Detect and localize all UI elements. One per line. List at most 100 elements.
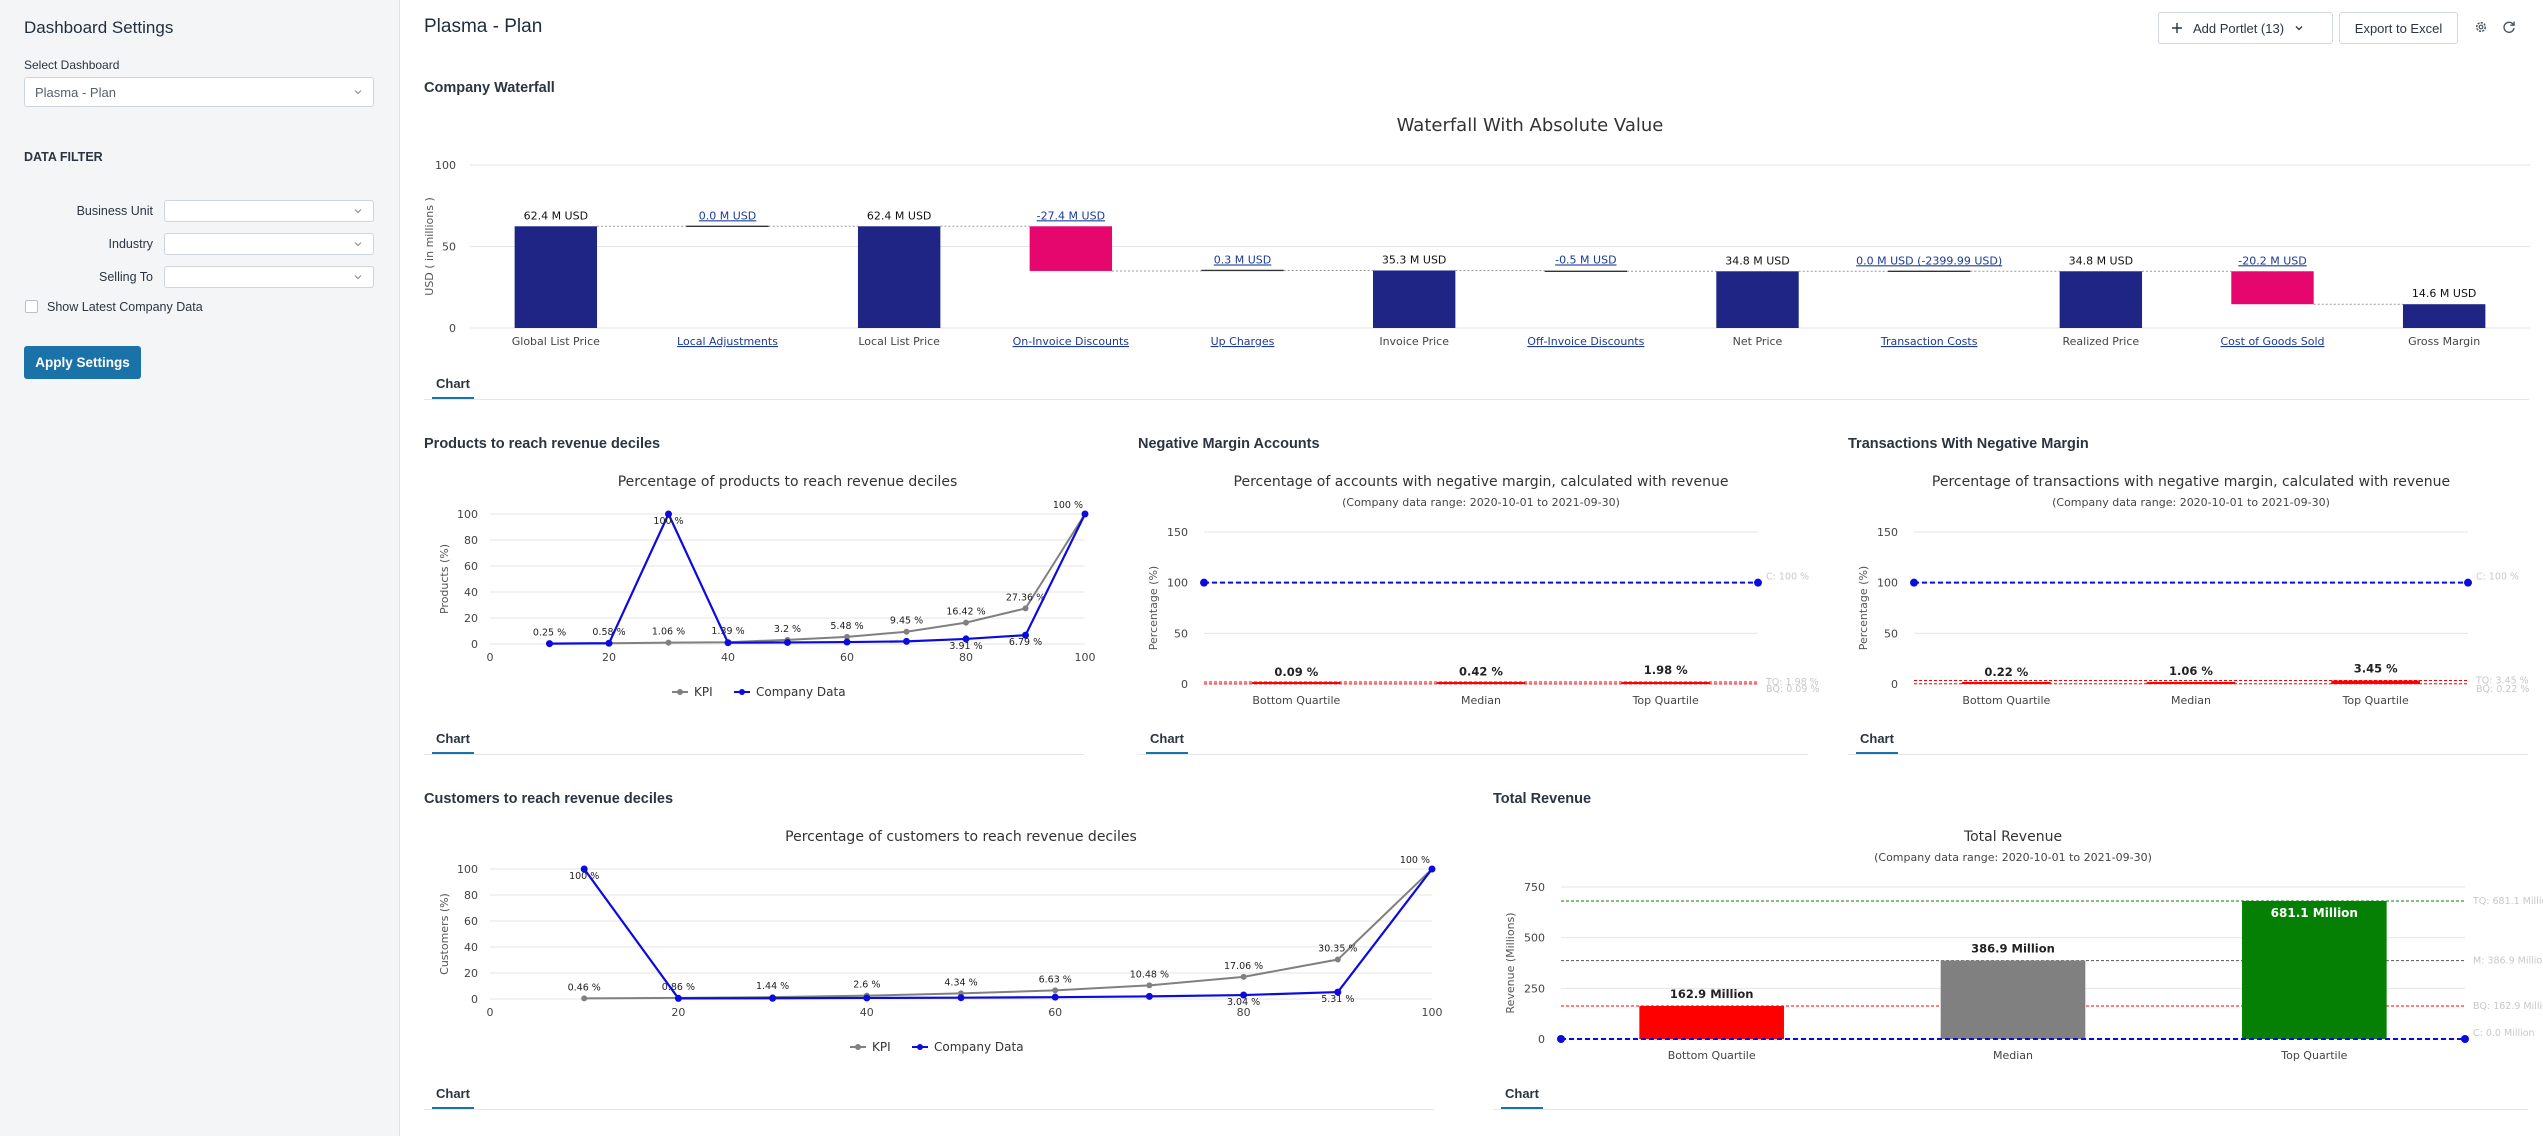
x-tick-label: Net Price <box>1733 335 1783 348</box>
data-point-company-data <box>863 994 871 1002</box>
benchmark-label-tq: TQ: 3.45 % <box>2475 676 2529 687</box>
plus-icon <box>2172 23 2182 33</box>
x-tick-label: Median <box>1993 1049 2033 1062</box>
company-line-label: C: 100 % <box>1766 572 1809 583</box>
data-label: 1.06 % <box>2169 664 2213 678</box>
data-label: 34.8 M USD <box>2069 254 2133 267</box>
customers-deciles-chart-tab[interactable]: Chart <box>432 1086 474 1109</box>
neg-margin-transactions-chart-tab[interactable]: Chart <box>1856 731 1898 754</box>
data-label: 5.48 % <box>830 621 863 632</box>
data-label: 1.06 % <box>652 627 685 638</box>
industry-select[interactable] <box>164 233 374 255</box>
neg-margin-accounts-title: Negative Margin Accounts <box>1138 436 1320 452</box>
data-label: 16.42 % <box>946 607 985 618</box>
selling-to-select[interactable] <box>164 266 374 288</box>
data-point-company-data <box>1051 993 1059 1001</box>
category-link: On-Invoice Discounts <box>1013 335 1130 348</box>
data-point-company-data <box>843 638 851 646</box>
data-point-company-data <box>1022 631 1029 639</box>
y-tick-label: 40 <box>464 941 478 954</box>
legend-company-marker <box>917 1044 923 1050</box>
data-point-company-data <box>724 639 732 647</box>
data-label: -20.2 M USD <box>2238 254 2306 267</box>
y-tick-label: 150 <box>1167 526 1188 539</box>
settings-sidebar: Dashboard Settings Select Dashboard Plas… <box>0 0 400 1136</box>
data-label: 0.0 M USD (-2399.99 USD) <box>1856 254 2002 267</box>
data-filter-heading: DATA FILTER <box>24 150 103 164</box>
x-tick-label: Realized Price <box>2063 335 2140 348</box>
y-tick-label: 50 <box>1174 627 1188 640</box>
y-tick-label: 250 <box>1524 982 1545 995</box>
products-deciles-chart-tab[interactable]: Chart <box>432 731 474 754</box>
y-tick-label: 100 <box>435 159 456 172</box>
y-tick-label: 100 <box>457 508 478 521</box>
data-label: 27.36 % <box>1006 592 1045 603</box>
data-point-kpi <box>1240 973 1247 980</box>
apply-settings-button[interactable]: Apply Settings <box>24 346 141 379</box>
benchmark-label-bq: BQ: 162.9 Million <box>2473 1001 2543 1012</box>
y-tick-label: 50 <box>1884 627 1898 640</box>
dashboard-select-value: Plasma - Plan <box>35 84 116 100</box>
data-point-company-data <box>1428 865 1436 873</box>
data-label: 100 % <box>569 871 599 882</box>
total-revenue-chart-tab[interactable]: Chart <box>1501 1086 1543 1109</box>
dashboard-main: Plasma - Plan Add Portlet (13) Export to… <box>400 0 2543 1136</box>
data-point-kpi <box>903 628 910 635</box>
data-point-company-data <box>1240 991 1248 999</box>
benchmark-label-median: M: 386.9 Million <box>2473 956 2543 967</box>
business-unit-select[interactable] <box>164 200 374 222</box>
company-line-marker <box>1200 578 1208 587</box>
show-latest-label: Show Latest Company Data <box>47 300 203 314</box>
y-axis-label: Products (%) <box>438 544 451 614</box>
waterfall-bar <box>2231 271 2314 305</box>
add-portlet-button[interactable]: Add Portlet (13) <box>2158 12 2333 44</box>
chart-title: Waterfall With Absolute Value <box>1397 115 1664 136</box>
waterfall-chart-tab[interactable]: Chart <box>432 376 474 399</box>
data-point-kpi <box>1334 956 1341 963</box>
data-bar <box>1962 682 2051 684</box>
data-label: 0.42 % <box>1459 665 1503 679</box>
data-bar <box>1639 1005 1784 1039</box>
show-latest-checkbox[interactable] <box>25 300 38 313</box>
company-line-marker <box>2464 578 2472 587</box>
y-tick-label: 40 <box>464 586 478 599</box>
page-title: Plasma - Plan <box>424 16 543 37</box>
dashboard-select[interactable]: Plasma - Plan <box>24 77 374 107</box>
refresh-button[interactable] <box>2498 16 2520 38</box>
data-label: 0.46 % <box>568 982 601 993</box>
benchmark-label-bq: BQ: 0.22 % <box>2476 684 2529 695</box>
export-excel-button[interactable]: Export to Excel <box>2339 12 2458 44</box>
tab-divider <box>424 1109 1434 1110</box>
x-tick-label: 0 <box>487 651 494 664</box>
category-link: Up Charges <box>1211 335 1275 348</box>
chevron-down-icon <box>2295 26 2303 31</box>
tab-divider <box>1493 1109 2528 1110</box>
settings-button[interactable] <box>2470 16 2492 38</box>
company-line-marker <box>1557 1035 1565 1043</box>
y-tick-label: 80 <box>464 534 478 547</box>
y-tick-label: 80 <box>464 889 478 902</box>
data-point-company-data <box>665 510 672 518</box>
chevron-down-icon <box>354 209 362 214</box>
data-label: 4.34 % <box>944 977 977 988</box>
chart-subtitle: (Company data range: 2020-10-01 to 2021-… <box>1874 851 2152 864</box>
company-line-marker <box>2461 1035 2469 1043</box>
waterfall-title: Company Waterfall <box>424 80 555 96</box>
data-label: 5.31 % <box>1321 994 1354 1005</box>
legend-company-marker <box>739 689 745 695</box>
tab-divider <box>1848 754 2528 755</box>
neg-margin-accounts-chart-tab[interactable]: Chart <box>1146 731 1188 754</box>
data-point-company-data <box>903 637 910 645</box>
data-point-kpi <box>581 995 588 1002</box>
customers-deciles-chart: Percentage of customers to reach revenue… <box>438 829 1443 1054</box>
x-tick-label: Bottom Quartile <box>1962 694 2050 707</box>
data-label: 162.9 Million <box>1670 987 1754 1001</box>
waterfall-bar <box>2402 304 2486 328</box>
legend-kpi-marker <box>677 689 683 695</box>
data-label: 0.86 % <box>662 982 695 993</box>
x-tick-label: Median <box>1461 694 1501 707</box>
x-tick-label: 40 <box>721 651 735 664</box>
legend-company-label: Company Data <box>934 1040 1024 1054</box>
data-label: 0.09 % <box>1274 665 1318 679</box>
y-tick-label: 60 <box>464 560 478 573</box>
